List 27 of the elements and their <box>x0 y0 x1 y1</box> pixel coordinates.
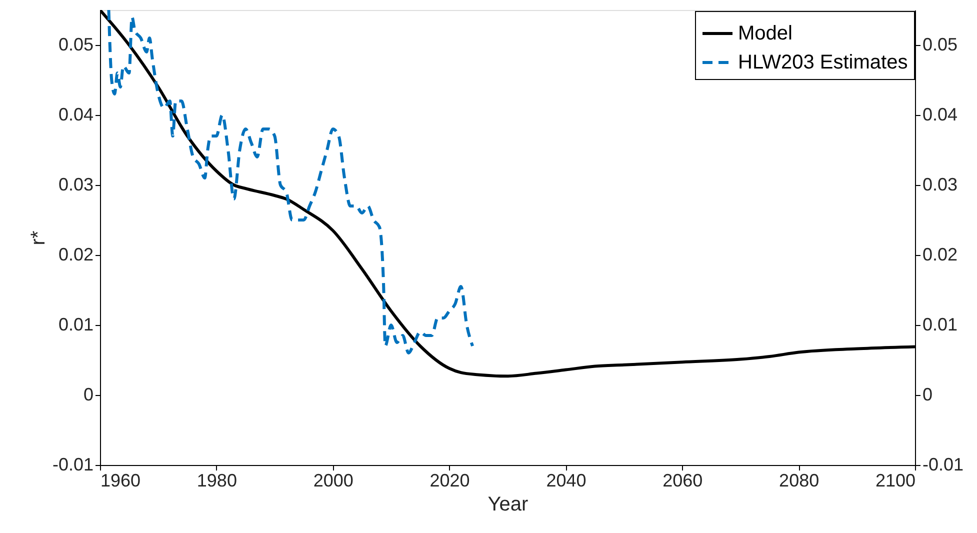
x-tick-label: 1980 <box>196 470 237 490</box>
y-axis-title: r* <box>27 230 50 246</box>
legend-label: HLW203 Estimates <box>738 52 908 74</box>
x-axis-title: Year <box>488 494 529 516</box>
y2-tick-label: 0 <box>922 384 933 404</box>
x-tick-label: 1960 <box>100 470 141 490</box>
x-tick-label: 2080 <box>779 470 820 490</box>
line-series <box>107 10 474 354</box>
x-tick-label: 2060 <box>662 470 703 490</box>
y-tick-label: 0.05 <box>58 34 94 54</box>
x-tick-label: 2040 <box>546 470 586 490</box>
y-tick-label: 0.01 <box>58 314 94 334</box>
y-tick-label: -0.01 <box>52 454 94 474</box>
y2-tick-label: 0.05 <box>922 34 958 54</box>
y2-tick-label: -0.01 <box>922 454 964 474</box>
y2-tick-label: 0.03 <box>922 174 958 194</box>
y-tick-label: 0.03 <box>58 174 94 194</box>
legend-label: Model <box>738 22 792 44</box>
y-tick-label: 0.04 <box>58 104 94 124</box>
x-tick-label: 2100 <box>875 470 916 490</box>
y2-tick-label: 0.04 <box>922 104 958 124</box>
y2-tick-label: 0.02 <box>922 244 958 264</box>
y2-tick-label: 0.01 <box>922 314 958 334</box>
y-tick-label: 0 <box>83 384 94 404</box>
y-tick-label: 0.02 <box>58 244 94 264</box>
x-tick-label: 2020 <box>430 470 470 490</box>
x-tick-label: 2000 <box>313 470 354 490</box>
